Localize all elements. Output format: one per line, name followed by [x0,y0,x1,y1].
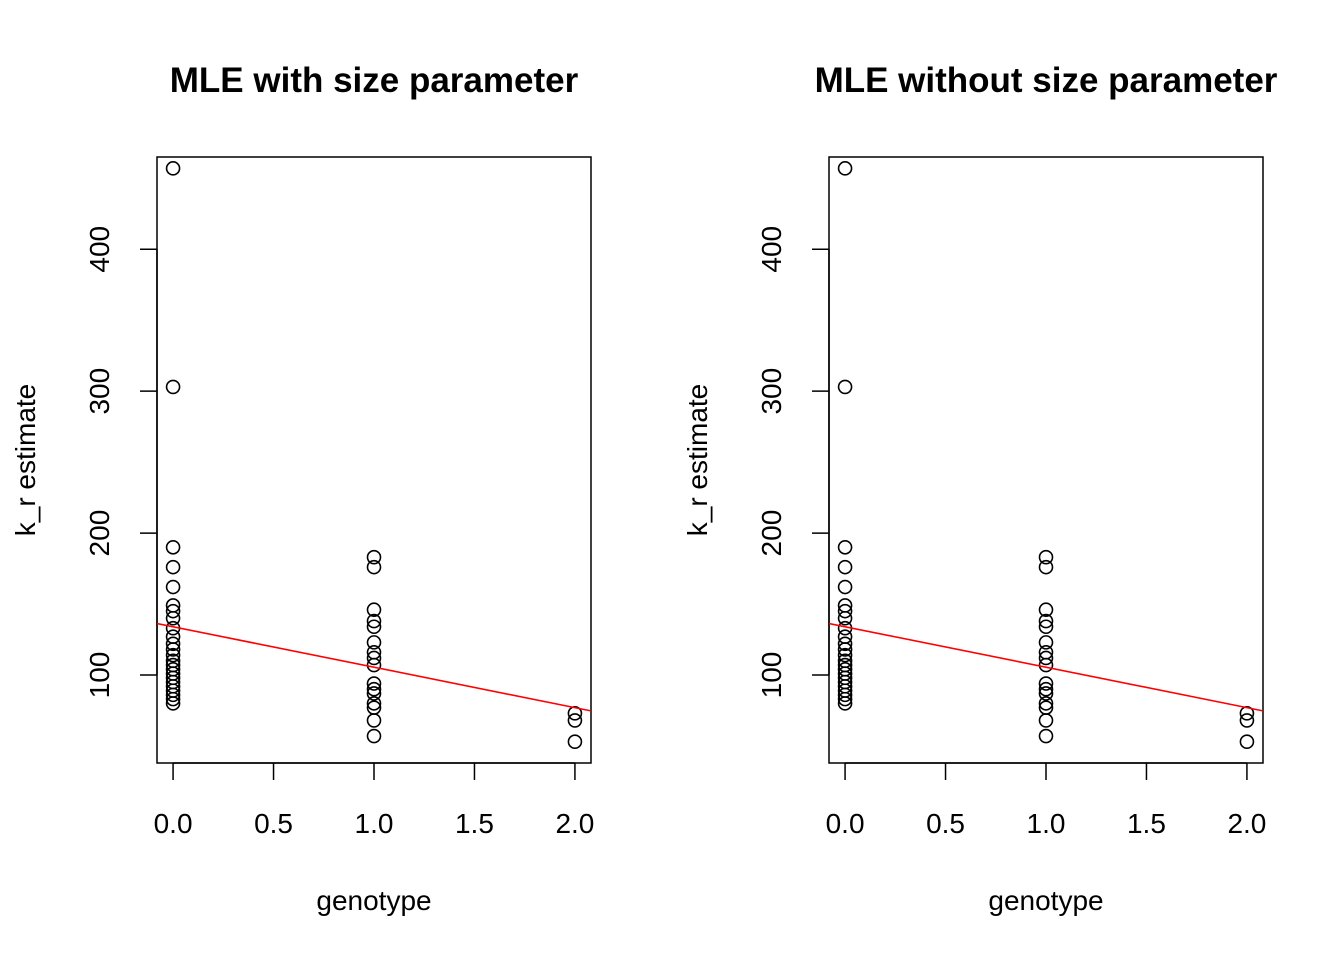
data-point [1038,657,1054,673]
data-point [837,559,853,575]
data-point [366,602,382,618]
data-point [165,691,181,707]
x-axis: 0.0 0.5 1.0 1.5 2.0 [826,762,1266,839]
data-point [1038,559,1054,575]
data-point [366,549,382,565]
data-point [366,696,382,711]
data-point [1038,713,1054,728]
x-tick-label: 0.5 [926,808,965,839]
data-point [837,610,853,626]
data-point [366,657,382,673]
y-tick-label: 100 [756,652,787,699]
y-tick-label: 200 [84,510,115,557]
data-point [837,642,853,657]
y-axis-label: k_r estimate [10,384,41,537]
chart-panel-without-size: MLE without size parameter genotype k_r … [682,61,1278,916]
data-point [165,579,181,595]
data-point [366,635,382,650]
data-point [1239,706,1255,721]
data-point [366,686,382,701]
data-point [366,650,382,666]
data-point [837,636,853,652]
data-point [366,676,382,691]
x-tick-label: 2.0 [555,808,594,839]
data-point [567,713,583,728]
data-point [837,696,853,711]
data-point [567,734,583,750]
data-point [1038,602,1054,618]
data-point [1038,549,1054,565]
data-point [366,681,382,697]
data-point [366,613,382,629]
data-point [1038,681,1054,697]
data-point [837,603,853,619]
x-tick-label: 1.0 [355,808,394,839]
y-tick-label: 300 [756,368,787,415]
data-point [165,647,181,663]
y-tick-label: 400 [756,226,787,273]
data-points [165,161,583,750]
data-point [165,539,181,555]
y-tick-label: 400 [84,226,115,273]
y-tick-label: 300 [84,368,115,415]
y-axis: 100 200 300 400 [84,226,158,699]
x-axis: 0.0 0.5 1.0 1.5 2.0 [154,762,594,839]
y-axis-label: k_r estimate [682,384,713,537]
data-point [1038,619,1054,635]
data-point [837,687,853,703]
data-point [165,379,181,395]
x-tick-label: 1.5 [455,808,494,839]
regression-line [157,622,591,712]
chart-title: MLE with size parameter [170,61,579,100]
data-point [837,647,853,663]
data-point [837,161,853,176]
chart-title: MLE without size parameter [815,61,1278,100]
y-axis: 100 200 300 400 [756,226,830,699]
y-tick-label: 100 [84,652,115,699]
data-point [837,691,853,707]
x-tick-label: 1.0 [1027,808,1066,839]
data-point [1038,696,1054,711]
data-point [1038,686,1054,701]
data-point [567,706,583,721]
data-point [366,559,382,575]
data-point [1239,713,1255,728]
x-tick-label: 0.0 [154,808,193,839]
data-point [165,636,181,652]
plot-area: 0.0 0.5 1.0 1.5 2.0 100 200 300 400 [84,156,594,839]
x-tick-label: 0.0 [826,808,865,839]
data-point [165,610,181,626]
data-point [1038,728,1054,744]
data-point [165,161,181,176]
data-point [366,713,382,728]
chart-panel-with-size: MLE with size parameter genotype k_r est… [10,61,594,916]
data-point [1038,635,1054,650]
plot-area: 0.0 0.5 1.0 1.5 2.0 100 200 300 400 [756,156,1266,839]
data-point [366,728,382,744]
data-point [165,642,181,657]
y-tick-label: 200 [756,510,787,557]
data-point [837,539,853,555]
data-points [837,161,1255,750]
regression-line [829,622,1263,712]
x-tick-label: 2.0 [1227,808,1266,839]
data-point [837,579,853,595]
data-point [165,559,181,575]
data-point [1038,613,1054,629]
x-axis-label: genotype [988,885,1103,916]
data-point [1038,650,1054,666]
data-point [165,603,181,619]
x-tick-label: 1.5 [1127,808,1166,839]
x-axis-label: genotype [316,885,431,916]
data-point [837,379,853,395]
data-point [366,619,382,635]
data-point [165,696,181,711]
data-point [165,687,181,703]
x-tick-label: 0.5 [254,808,293,839]
data-point [1239,734,1255,750]
data-point [1038,676,1054,691]
